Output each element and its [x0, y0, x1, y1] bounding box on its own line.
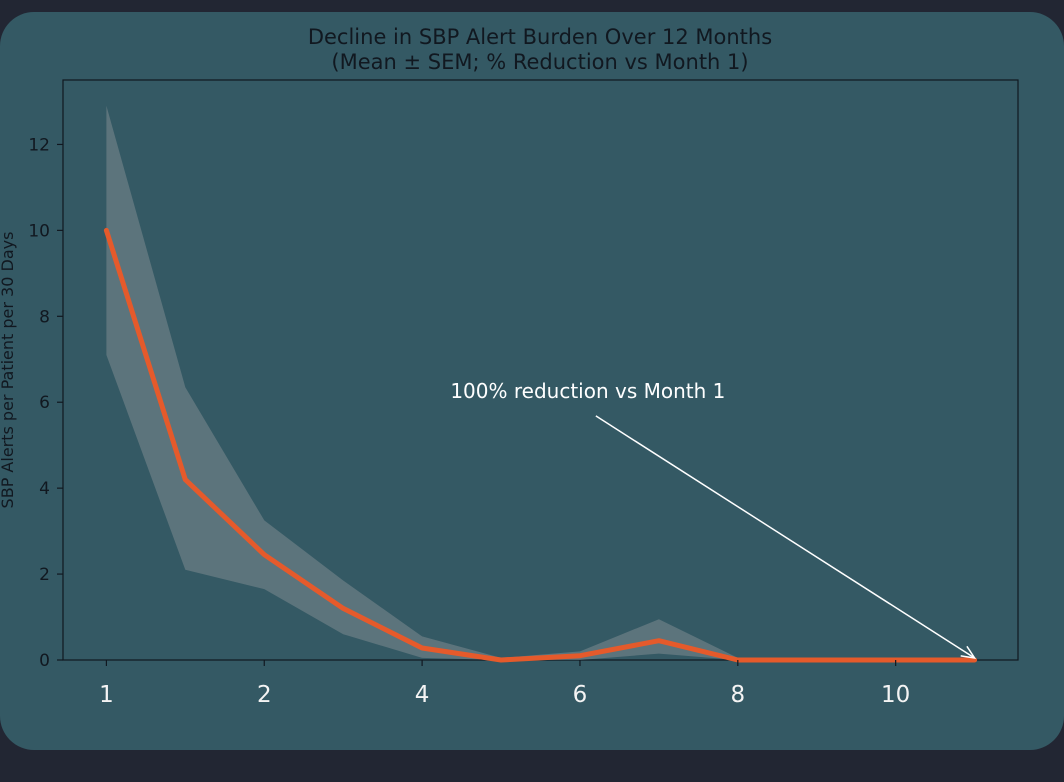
y-tick-label: 4 [39, 479, 50, 499]
y-tick-label: 2 [39, 565, 50, 585]
x-tick-label: 1 [99, 682, 114, 708]
y-tick-label: 12 [28, 135, 50, 155]
y-tick-label: 0 [39, 651, 50, 671]
y-tick-label: 8 [39, 307, 50, 327]
x-tick-label: 2 [257, 682, 272, 708]
annotation-arrow [595, 415, 975, 659]
chart-subtitle: (Mean ± SEM; % Reduction vs Month 1) [331, 50, 748, 74]
mean-line [103, 227, 978, 663]
x-tick-label: 8 [730, 682, 745, 708]
y-tick-label: 6 [39, 393, 50, 413]
y-tick-label: 10 [28, 221, 50, 241]
annotation-arrowhead [960, 645, 977, 659]
x-tick-label: 6 [573, 682, 588, 708]
annotation-text: 100% reduction vs Month 1 [450, 379, 725, 403]
y-axis-label: SBP Alerts per Patient per 30 Days [0, 232, 17, 509]
x-tick-label: 4 [415, 682, 430, 708]
x-tick-label: 10 [881, 682, 910, 708]
chart-title: Decline in SBP Alert Burden Over 12 Mont… [308, 25, 772, 49]
